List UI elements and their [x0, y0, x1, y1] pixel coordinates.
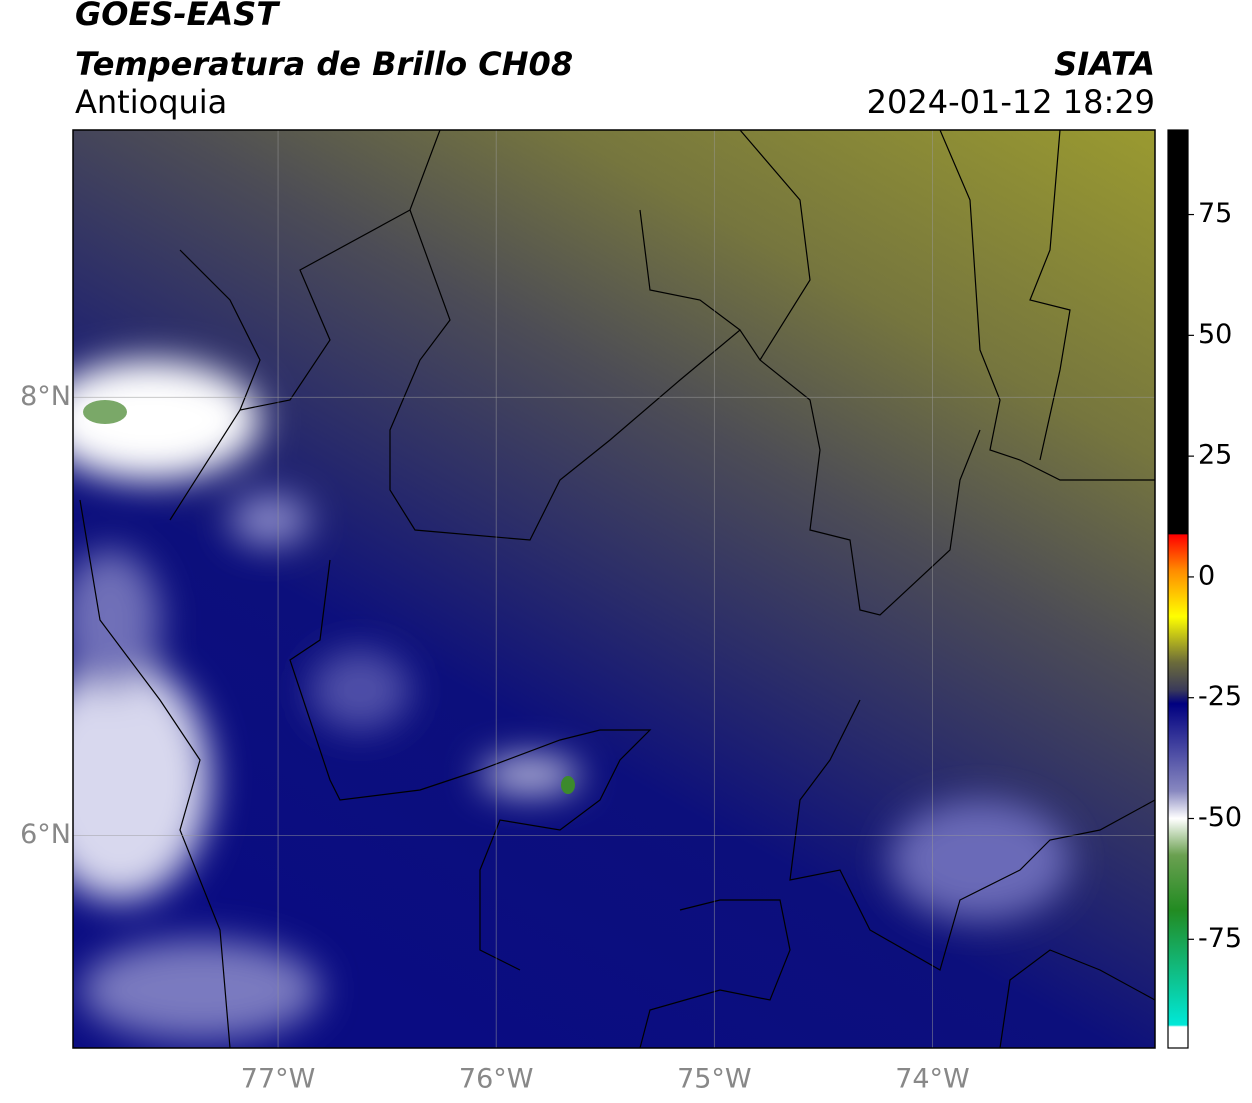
colorbar-tick-label: 0 [1198, 560, 1215, 591]
colorbar-tick-label: -25 [1198, 681, 1242, 712]
colorbar-tick-label: -50 [1198, 802, 1242, 833]
product-title: Temperatura de Brillo CH08 [75, 45, 573, 83]
colorbar-tick-label: 75 [1198, 198, 1232, 229]
colorbar-tick-label: -75 [1198, 923, 1242, 954]
lat-tick-label: 8°N [20, 381, 71, 412]
lon-tick-label: 74°W [895, 1064, 970, 1095]
lat-tick-label: 6°N [20, 819, 71, 850]
map-image [73, 130, 1155, 1048]
source-label: SIATA [1054, 45, 1155, 83]
colorbar-tick-label: 25 [1198, 440, 1232, 471]
satellite-title: GOES-EAST [75, 0, 280, 33]
colorbar [1167, 129, 1189, 1049]
lon-tick-label: 75°W [677, 1064, 752, 1095]
gridlines [73, 130, 1155, 1048]
colorbar-tick-label: 50 [1198, 319, 1232, 350]
region-label: Antioquia [75, 83, 227, 121]
lon-tick-label: 77°W [241, 1064, 316, 1095]
lon-tick-label: 76°W [459, 1064, 534, 1095]
map-frame [72, 129, 1156, 1049]
timestamp: 2024-01-12 18:29 [867, 83, 1155, 121]
